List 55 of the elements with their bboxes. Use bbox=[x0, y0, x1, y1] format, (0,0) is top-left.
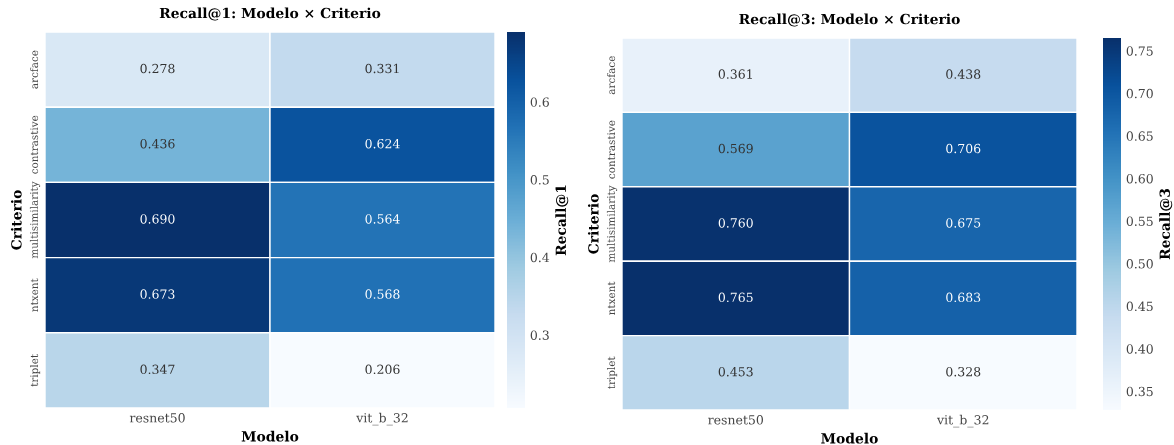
color-bar-label: 0.4 bbox=[530, 252, 550, 263]
x-tick-label: resnet50 bbox=[129, 413, 185, 423]
data-label: 0.331 bbox=[365, 63, 399, 74]
data-label: 0.683 bbox=[946, 292, 981, 303]
data-label: 0.278 bbox=[140, 63, 175, 74]
color-bar-label: 0.5 bbox=[530, 175, 549, 185]
data-label: 0.673 bbox=[140, 289, 175, 299]
y-tick-label: arcface bbox=[607, 56, 616, 95]
color-bar-title: Recall@3 bbox=[1159, 188, 1173, 260]
data-label: 0.436 bbox=[140, 138, 175, 149]
y-axis-title: Criterio bbox=[10, 190, 22, 250]
data-label: 0.569 bbox=[718, 143, 753, 154]
color-bar-label: 0.50 bbox=[1126, 259, 1153, 269]
color-bar-label: 0.6 bbox=[530, 97, 549, 107]
x-axis-title: Modelo bbox=[241, 430, 299, 442]
color-bar-label: 0.75 bbox=[1126, 46, 1153, 56]
chart-title: Recall@1: Modelo × Criterio bbox=[159, 7, 381, 21]
y-tick-label: contrastive bbox=[30, 115, 39, 174]
data-label: 0.690 bbox=[140, 214, 175, 224]
y-tick-label: ntxent bbox=[30, 278, 39, 312]
data-label: 0.564 bbox=[365, 214, 400, 224]
color-bar-label: 0.45 bbox=[1126, 301, 1153, 312]
color-bar-label: 0.60 bbox=[1126, 173, 1153, 184]
color-bar-label: 0.65 bbox=[1126, 131, 1153, 141]
color-bar-label: 0.70 bbox=[1126, 88, 1153, 99]
chart-title: Recall@3: Modelo × Criterio bbox=[739, 13, 960, 27]
x-tick-label: vit_b_32 bbox=[356, 412, 408, 426]
y-tick-label: ntxent bbox=[607, 281, 616, 315]
y-tick-label: arcface bbox=[30, 50, 39, 89]
color-bar-label: 0.55 bbox=[1126, 216, 1153, 226]
y-tick-label: triplet bbox=[30, 354, 41, 387]
data-label: 0.624 bbox=[365, 138, 400, 149]
color-bar-title: Recall@1 bbox=[555, 185, 569, 256]
data-label: 0.675 bbox=[946, 218, 981, 228]
y-tick-label: triplet bbox=[607, 356, 618, 389]
y-tick-label: contrastive bbox=[607, 120, 616, 179]
x-axis-title: Modelo bbox=[821, 432, 878, 444]
color-bar-label: 0.40 bbox=[1126, 344, 1153, 354]
data-label: 0.706 bbox=[946, 143, 981, 154]
data-label: 0.760 bbox=[718, 218, 753, 228]
data-label: 0.453 bbox=[718, 366, 753, 377]
y-tick-label: multisimilarity bbox=[606, 185, 618, 263]
data-label: 0.347 bbox=[140, 364, 175, 375]
data-label: 0.568 bbox=[365, 289, 400, 299]
y-axis-title: Criterio bbox=[587, 194, 599, 254]
y-tick-label: multisimilarity bbox=[29, 181, 41, 259]
data-label: 0.206 bbox=[365, 364, 400, 375]
x-tick-label: resnet50 bbox=[708, 415, 763, 425]
data-label: 0.328 bbox=[946, 366, 981, 377]
color-bar-label: 0.35 bbox=[1126, 386, 1153, 397]
color-bar-label: 0.3 bbox=[530, 330, 549, 340]
x-tick-label: vit_b_32 bbox=[936, 414, 989, 428]
data-label: 0.438 bbox=[946, 69, 981, 79]
data-label: 0.361 bbox=[718, 69, 752, 79]
data-label: 0.765 bbox=[718, 292, 753, 303]
